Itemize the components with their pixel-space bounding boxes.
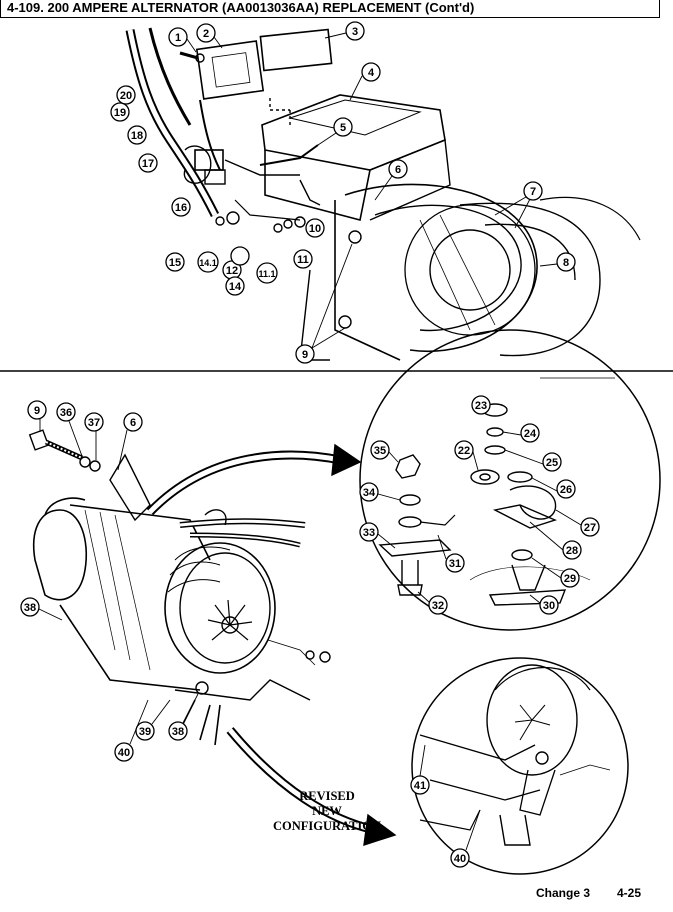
callout-19: 19 [114,107,126,119]
callout-11-1: 11.1 [258,269,275,279]
callout-32: 32 [432,600,444,612]
revised-line-3: CONFIGURATION [272,819,382,833]
bottom-callouts [20,395,600,868]
regulator-box [261,94,451,221]
revised-line-2: NEW [312,804,342,818]
callout-4: 4 [368,67,375,79]
callout-35: 35 [374,445,386,457]
bottom-callout-labels: 9 36 37 6 38 40 39 38 23 24 22 25 35 26 … [24,400,596,865]
callout-20: 20 [120,90,132,102]
callout-8: 8 [563,257,569,269]
callout-23: 23 [475,400,487,412]
callout-9b: 9 [34,405,40,417]
cover-plates [195,28,333,125]
callout-25: 25 [546,457,558,469]
callout-30: 30 [543,600,555,612]
callout-14-1: 14.1 [199,258,217,268]
callout-24: 24 [524,428,537,440]
alternator-housing [334,183,641,361]
top-callouts [110,21,576,364]
callout-7: 7 [530,186,536,198]
callout-17: 17 [142,158,154,170]
top-drawing [125,27,641,361]
callout-5: 5 [340,122,346,134]
callout-2: 2 [203,28,209,40]
page-number: 4-25 [617,886,642,900]
callout-36: 36 [60,407,72,419]
callout-18: 18 [131,130,143,142]
callout-15: 15 [169,257,181,269]
callout-12: 12 [226,265,238,277]
callout-9: 9 [302,349,308,361]
callout-26: 26 [560,484,572,496]
top-callout-labels: 1 2 3 4 5 6 7 8 9 10 11 11.1 12 13 14 14… [114,26,569,361]
callout-6: 6 [395,164,401,176]
callout-29: 29 [564,573,576,585]
callout-40b: 40 [454,853,466,865]
callout-40a: 40 [118,747,130,759]
revised-configuration-note: REVISED NEW CONFIGURATION [262,789,392,834]
top-leaders [186,32,558,349]
callout-3: 3 [352,26,358,38]
callout-34: 34 [363,487,376,499]
callout-38b: 38 [172,726,184,738]
change-label: Change 3 [536,886,591,900]
callout-14: 14 [229,281,242,293]
callout-37: 37 [88,417,100,429]
callout-22: 22 [458,445,470,457]
bottom-leaders [38,419,582,851]
callout-27: 27 [584,522,596,534]
revised-line-1: REVISED [299,789,355,803]
detail-circle-configuration [411,657,629,875]
callout-16: 16 [175,202,187,214]
callout-38a: 38 [24,602,36,614]
callout-11: 11 [297,254,309,266]
callout-28: 28 [566,545,578,557]
callout-39: 39 [139,726,151,738]
detail-circle-terminal [359,329,661,631]
callout-10: 10 [309,223,321,235]
callout-6b: 6 [130,417,136,429]
callout-31: 31 [449,558,461,570]
callout-41: 41 [414,780,426,792]
callout-33: 33 [363,527,375,539]
callout-1: 1 [175,32,181,44]
section-header: 4-109. 200 AMPERE ALTERNATOR (AA0013036A… [0,0,660,18]
